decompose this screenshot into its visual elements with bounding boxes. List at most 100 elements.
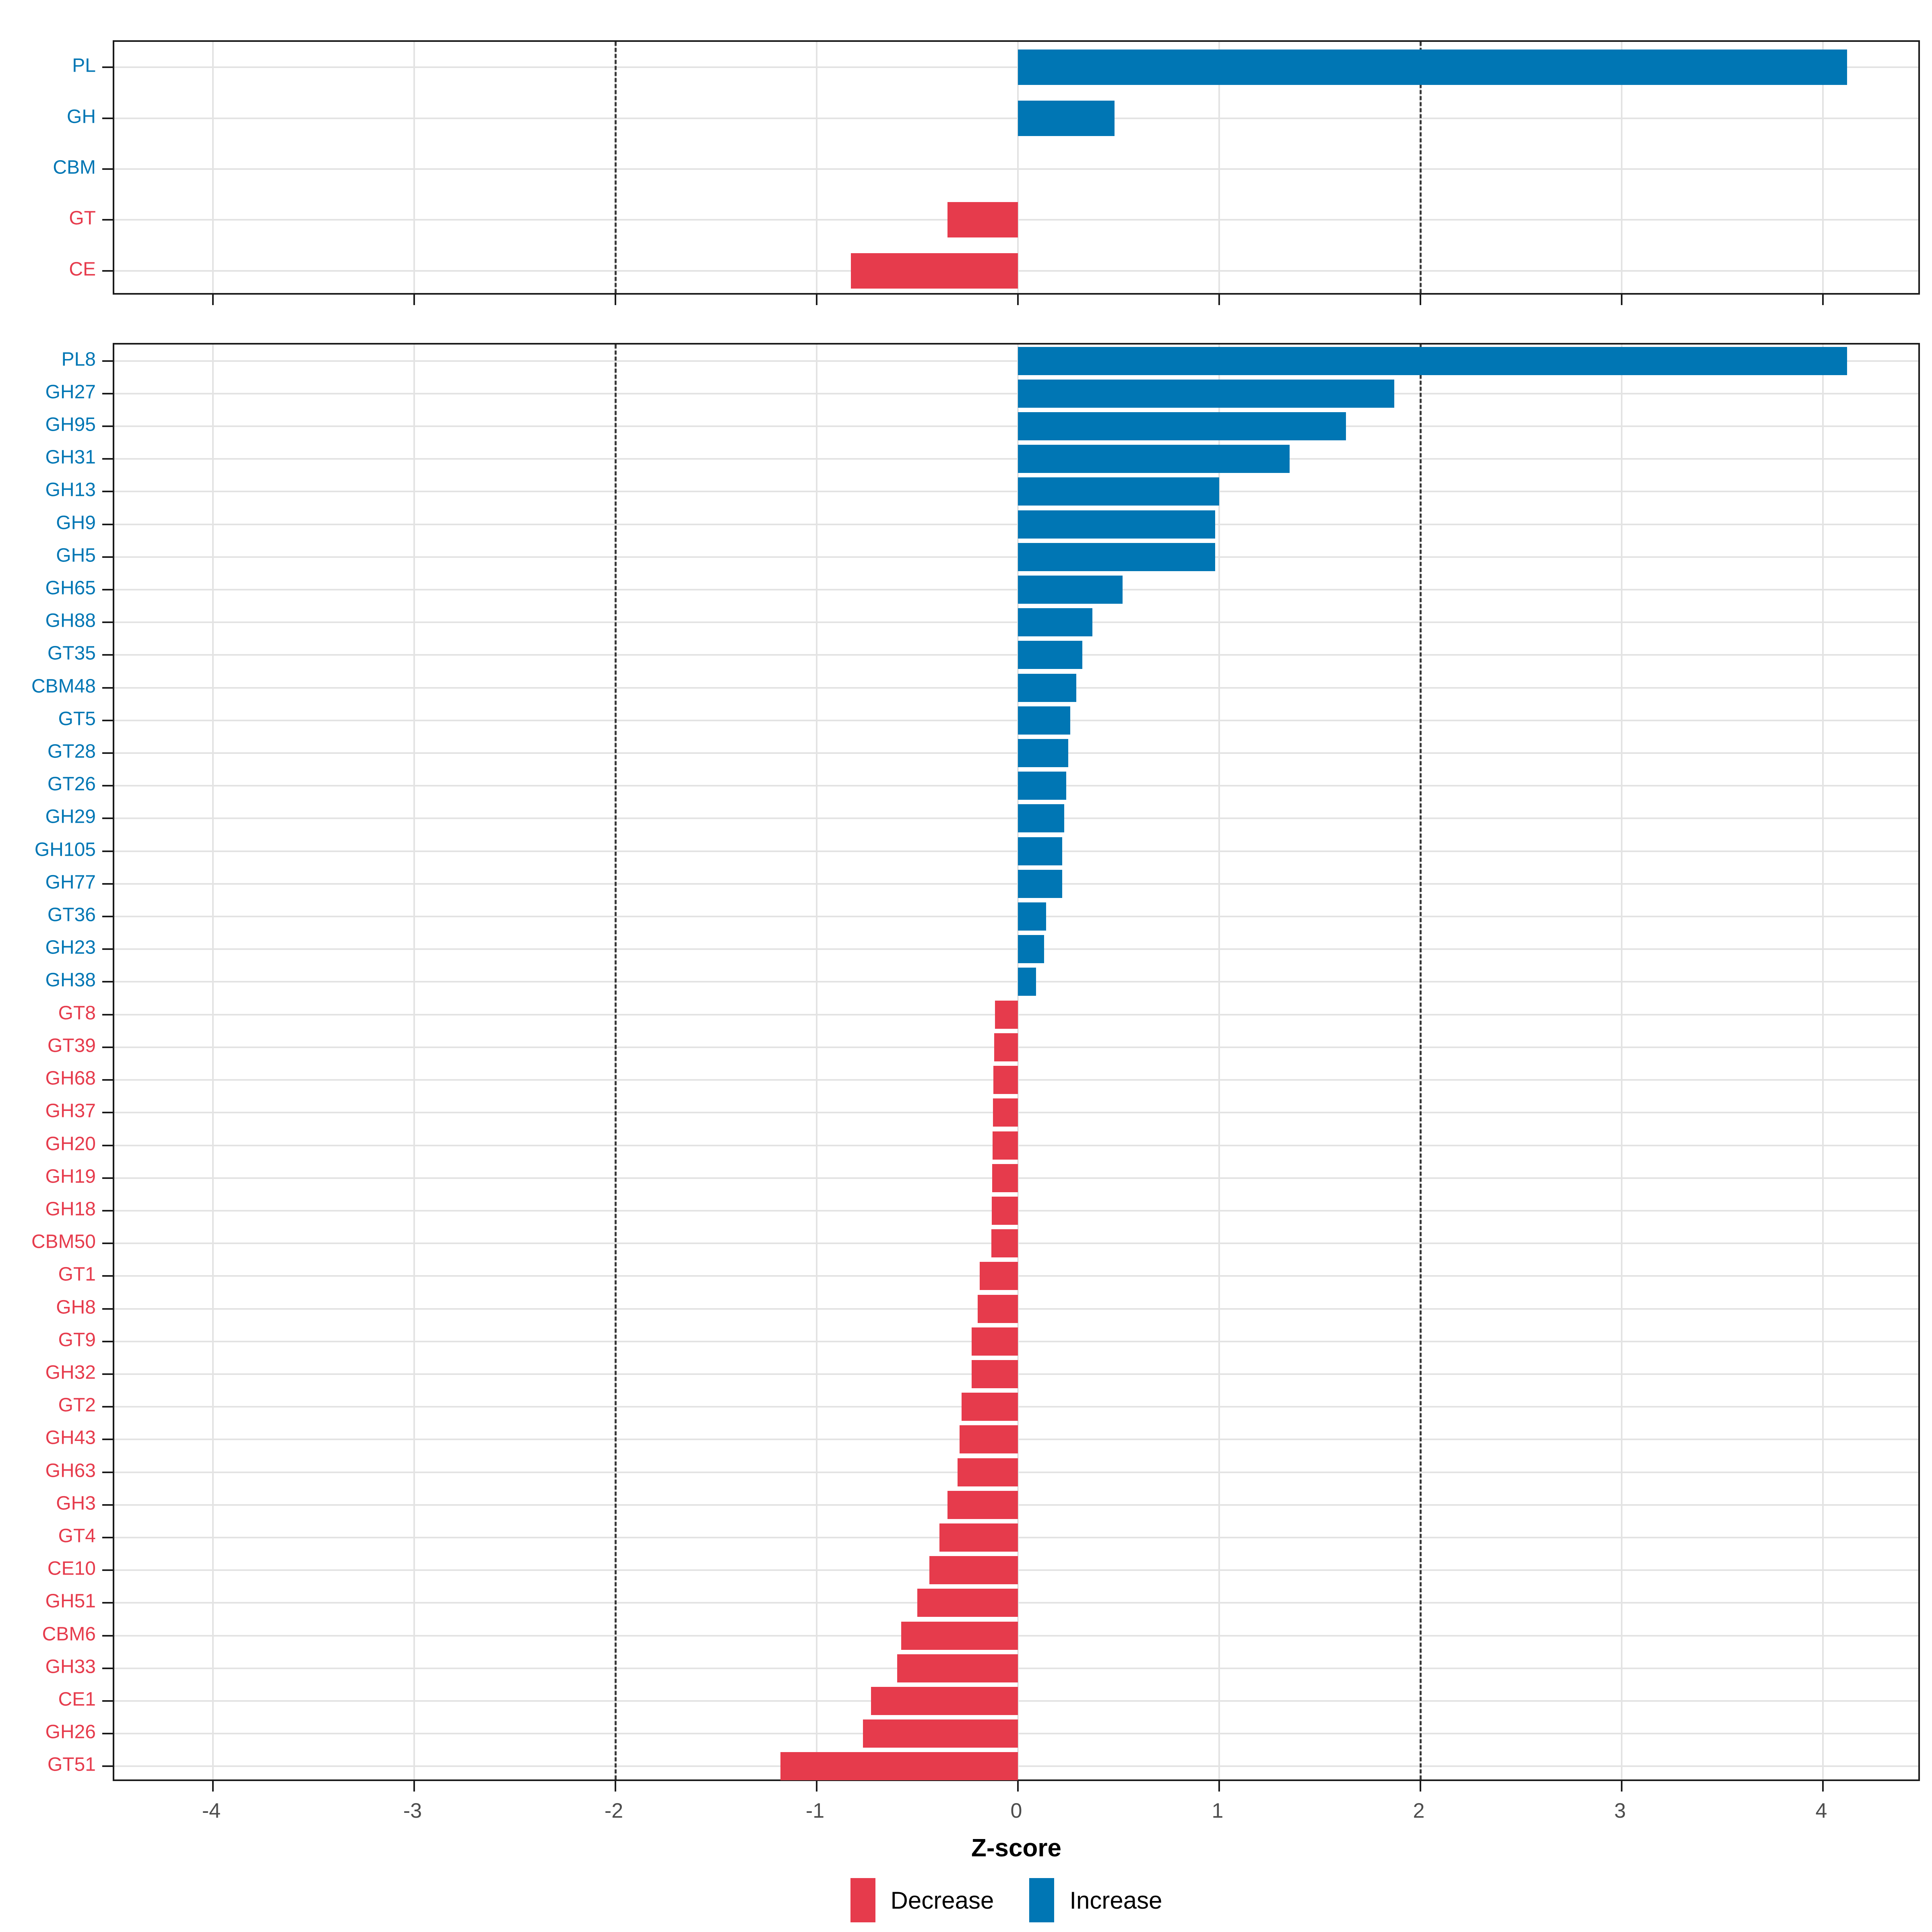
- x-tick-label: -2: [604, 1799, 623, 1823]
- bar-CBM6: [901, 1621, 1018, 1650]
- h-gridline: [114, 916, 1918, 918]
- y-axis-tick: [102, 1406, 113, 1408]
- category-label-CBM50: CBM50: [31, 1231, 96, 1253]
- h-gridline: [114, 883, 1918, 885]
- bar-PL: [1018, 50, 1847, 85]
- h-gridline: [114, 654, 1918, 656]
- category-label-PL: PL: [72, 55, 96, 76]
- bar-GH68: [993, 1066, 1018, 1094]
- v-gridline: [1017, 345, 1019, 1779]
- bar-GH8: [978, 1294, 1018, 1323]
- category-label-GH63: GH63: [45, 1460, 96, 1482]
- legend-key-decrease-swatch: [850, 1878, 875, 1922]
- v-gridline: [1621, 345, 1622, 1779]
- y-axis-tick: [102, 1112, 113, 1114]
- bar-CBM50: [991, 1229, 1018, 1258]
- category-label-GH65: GH65: [45, 577, 96, 599]
- h-gridline: [114, 66, 1918, 68]
- v-gridline: [1822, 42, 1824, 293]
- x-tick-label: 3: [1614, 1799, 1626, 1823]
- v-gridline: [212, 42, 214, 293]
- category-label-GH95: GH95: [45, 414, 96, 436]
- bar-GH13: [1018, 477, 1219, 506]
- category-label-GH38: GH38: [45, 969, 96, 991]
- y-axis-tick: [102, 948, 113, 950]
- bar-CE10: [929, 1556, 1018, 1585]
- x-axis-tick: [212, 1781, 214, 1792]
- bar-GH37: [993, 1098, 1018, 1127]
- h-gridline: [114, 425, 1918, 427]
- y-axis-tick: [102, 1504, 113, 1506]
- x-tick-label: -3: [403, 1799, 422, 1823]
- bar-CBM48: [1018, 673, 1076, 702]
- bar-GH5: [1018, 543, 1215, 571]
- category-label-GT39: GT39: [47, 1035, 96, 1057]
- bar-GH63: [958, 1458, 1018, 1486]
- y-axis-tick: [102, 219, 113, 221]
- category-label-GH32: GH32: [45, 1362, 96, 1383]
- bar-GH: [1018, 100, 1115, 136]
- x-axis-tick: [816, 1781, 817, 1792]
- x-tick-label: -4: [202, 1799, 221, 1823]
- legend-label-decrease: Decrease: [890, 1887, 994, 1914]
- x-axis-tick: [1621, 1781, 1622, 1792]
- y-axis-tick: [102, 1373, 113, 1375]
- y-axis-tick: [102, 458, 113, 460]
- y-axis-tick: [102, 752, 113, 754]
- x-tick-label: 0: [1010, 1799, 1022, 1823]
- y-axis-tick: [102, 1340, 113, 1342]
- y-axis-tick: [102, 785, 113, 787]
- y-axis-tick: [102, 1471, 113, 1473]
- category-label-CBM48: CBM48: [31, 675, 96, 697]
- h-gridline: [114, 719, 1918, 721]
- category-label-GT9: GT9: [58, 1329, 96, 1351]
- h-gridline: [114, 752, 1918, 754]
- bar-GT28: [1018, 739, 1068, 768]
- category-label-PL8: PL8: [61, 349, 96, 370]
- category-label-GH43: GH43: [45, 1427, 96, 1449]
- y-axis-tick: [102, 1569, 113, 1571]
- category-label-GH33: GH33: [45, 1656, 96, 1678]
- y-axis-tick: [102, 621, 113, 623]
- x-axis-tick: [1822, 1781, 1824, 1792]
- y-axis-tick: [102, 883, 113, 885]
- bar-GH38: [1018, 968, 1036, 996]
- bar-GH18: [991, 1196, 1018, 1225]
- x-axis-tick: [1218, 295, 1220, 305]
- v-gridline: [212, 345, 214, 1779]
- h-gridline: [114, 117, 1918, 119]
- y-axis-tick: [102, 556, 113, 558]
- y-axis-tick: [102, 66, 113, 68]
- y-axis-tick: [102, 168, 113, 170]
- h-gridline: [114, 392, 1918, 394]
- bar-GT35: [1018, 641, 1082, 669]
- x-axis-tick: [1420, 295, 1421, 305]
- h-gridline: [114, 523, 1918, 525]
- y-axis-tick: [102, 360, 113, 362]
- category-label-GT1: GT1: [58, 1263, 96, 1285]
- category-label-GH105: GH105: [34, 839, 96, 861]
- y-axis-tick: [102, 1700, 113, 1702]
- bar-GT8: [995, 1000, 1018, 1029]
- category-label-CE10: CE10: [47, 1558, 96, 1579]
- bar-GH9: [1018, 510, 1215, 539]
- category-label-GH29: GH29: [45, 806, 96, 828]
- h-gridline: [114, 948, 1918, 950]
- category-label-CE1: CE1: [58, 1688, 96, 1710]
- y-axis-tick: [102, 270, 113, 272]
- h-gridline: [114, 981, 1918, 983]
- y-axis-tick: [102, 1667, 113, 1669]
- bar-GH26: [863, 1719, 1018, 1748]
- bar-CE: [851, 253, 1018, 289]
- y-axis-tick: [102, 1765, 113, 1767]
- bar-GT26: [1018, 772, 1066, 800]
- category-label-GH23: GH23: [45, 937, 96, 958]
- category-label-GH5: GH5: [56, 545, 96, 566]
- h-gridline: [114, 491, 1918, 493]
- h-gridline: [114, 360, 1918, 362]
- y-axis-tick: [102, 1177, 113, 1179]
- v-gridline: [1017, 42, 1019, 293]
- v-gridline: [816, 345, 817, 1779]
- bar-GH29: [1018, 804, 1064, 833]
- category-label-GT: GT: [69, 207, 96, 229]
